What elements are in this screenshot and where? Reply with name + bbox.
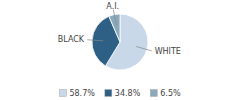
legend: 58.7% 34.8% 6.5%: [59, 89, 181, 98]
legend-item: 34.8%: [105, 89, 141, 98]
slice-labels: WHITE BLACK A.I.: [58, 2, 181, 56]
legend-label: 58.7%: [69, 89, 95, 98]
leader-line: [113, 10, 116, 26]
legend-item: 58.7%: [59, 89, 95, 98]
slice-label: WHITE: [155, 47, 181, 56]
slice-label: A.I.: [106, 2, 119, 11]
pie: [92, 14, 148, 70]
legend-item: 6.5%: [150, 89, 181, 98]
leader-line: [87, 40, 103, 41]
legend-label: 6.5%: [160, 89, 181, 98]
chart: WHITE BLACK A.I. 58.7% 34.8% 6.5%: [0, 0, 240, 100]
legend-swatch: [105, 90, 112, 97]
slice-label: BLACK: [58, 35, 85, 44]
legend-swatch: [59, 90, 66, 97]
leader-line: [136, 47, 152, 51]
legend-swatch: [150, 90, 157, 97]
pie-slice: [109, 14, 120, 42]
legend-label: 34.8%: [115, 89, 141, 98]
